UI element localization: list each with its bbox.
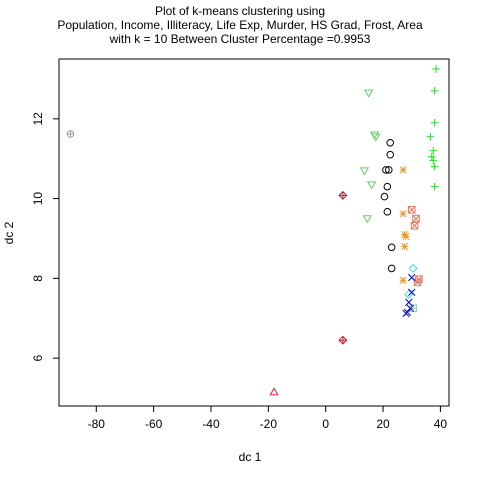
data-point [371,133,381,142]
data-point [413,278,422,287]
chart-title-line-3: with k = 10 Between Cluster Percentage =… [109,32,371,46]
x-axis: -80 -60 -40 -20 0 20 40 [88,406,448,431]
data-point [384,166,393,174]
chart-title-line-2: Population, Income, Illiteracy, Life Exp… [57,18,423,32]
x-tick-label: -20 [260,417,278,431]
x-tick-label: -60 [145,417,163,431]
y-tick-label: 8 [31,275,45,282]
data-point [387,264,396,273]
chart-title-line-1: Plot of k-means clustering using [154,4,326,18]
data-point [338,190,348,200]
y-tick-label: 10 [31,192,45,206]
data-point [410,221,419,230]
data-point [430,119,439,127]
data-point [406,304,414,312]
data-point [383,182,392,191]
x-tick-label: 40 [434,417,448,431]
x-tick-label: 0 [322,417,329,431]
y-axis: 6 8 10 12 [31,112,59,361]
data-point [399,276,407,285]
data-point [429,146,438,155]
data-point [432,65,440,73]
data-point [405,298,413,306]
x-axis-label: dc 1 [238,450,262,464]
data-point [382,166,390,174]
data-point [400,242,409,251]
data-point [383,207,392,216]
data-point [408,263,418,273]
data-point [430,87,439,95]
data-point [269,387,279,396]
data-point [359,167,370,176]
data-point [402,309,410,318]
data-point [408,288,416,296]
x-tick-label: -40 [202,417,220,431]
data-point [408,273,416,282]
y-tick-label: 12 [31,112,45,126]
plot-frame [58,58,450,407]
data-points [66,65,440,396]
data-point [402,232,410,241]
data-point [387,243,396,252]
data-point [430,162,439,171]
data-point [429,156,438,165]
data-point [386,138,395,147]
data-point [399,210,407,218]
data-point [362,215,372,224]
data-point [386,150,395,159]
x-tick-label: 20 [376,417,390,431]
data-point [430,182,439,191]
data-point [366,181,377,190]
x-tick-label: -80 [88,417,106,431]
data-point [66,130,75,138]
data-point [380,192,389,201]
data-point [407,205,416,214]
data-point [399,166,407,174]
y-tick-label: 6 [31,354,45,361]
data-point [412,214,420,223]
data-point [427,152,436,161]
data-point [364,89,374,98]
data-point [426,132,435,141]
data-point [338,335,348,345]
